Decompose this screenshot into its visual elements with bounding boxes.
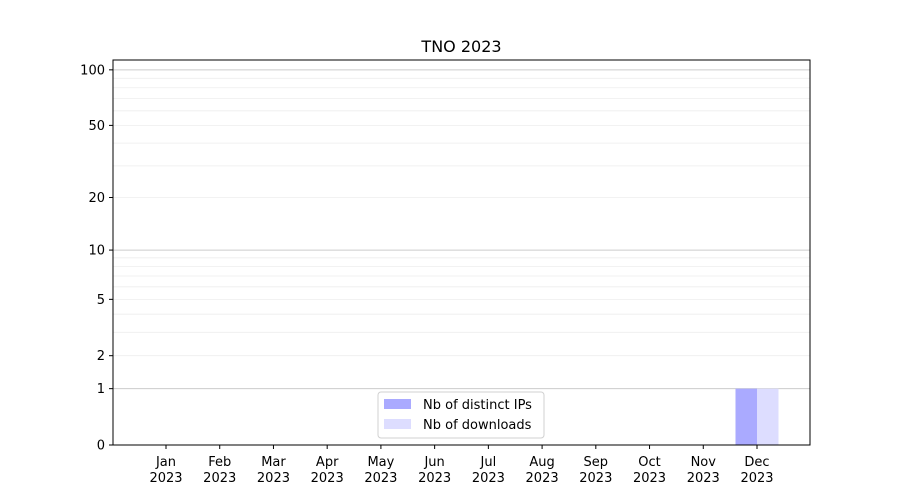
x-tick-label-year: 2023 [257, 471, 290, 486]
x-tick-label-month: Nov [691, 455, 717, 470]
x-tick-label-month: Feb [208, 455, 231, 470]
x-tick-label-year: 2023 [364, 471, 397, 486]
x-tick-label-year: 2023 [526, 471, 559, 486]
y-tick-label: 10 [88, 244, 105, 259]
x-tick-label-month: Dec [744, 455, 769, 470]
x-tick-label-year: 2023 [472, 471, 505, 486]
x-tick-label-month: Oct [638, 455, 660, 470]
legend-swatch [384, 419, 411, 429]
x-tick-label-year: 2023 [203, 471, 236, 486]
x-tick-label-month: May [367, 455, 394, 470]
plot-frame [112, 59, 811, 446]
y-tick-label: 5 [97, 293, 105, 308]
y-tick-label: 100 [80, 63, 105, 78]
x-tick-label-year: 2023 [687, 471, 720, 486]
x-tick-label-year: 2023 [418, 471, 451, 486]
y-tick-label: 20 [88, 191, 105, 206]
legend-label: Nb of distinct IPs [423, 398, 532, 413]
x-tick-label-month: Aug [529, 455, 554, 470]
x-tick-label-month: Sep [584, 455, 609, 470]
x-tick-label-month: Jun [423, 455, 444, 470]
x-tick-label-month: Apr [316, 455, 339, 470]
bar-nb-of-downloads [757, 388, 779, 445]
x-tick-label-year: 2023 [149, 471, 182, 486]
chart-title: TNO 2023 [420, 37, 501, 56]
legend-swatch [384, 399, 411, 409]
y-tick-label: 0 [97, 439, 105, 454]
x-tick-label-year: 2023 [311, 471, 344, 486]
y-tick-label: 50 [88, 119, 105, 134]
bar-nb-of-distinct-ips [735, 388, 757, 445]
x-tick-label-month: Jul [480, 455, 497, 470]
y-tick-label: 2 [97, 349, 105, 364]
x-tick-label-month: Jan [155, 455, 176, 470]
legend-box [377, 391, 545, 439]
y-tick-label: 1 [97, 382, 105, 397]
x-tick-label-year: 2023 [740, 471, 773, 486]
x-tick-label-month: Mar [261, 455, 286, 470]
legend-label: Nb of downloads [423, 418, 532, 433]
x-tick-label-year: 2023 [579, 471, 612, 486]
x-tick-label-year: 2023 [633, 471, 666, 486]
